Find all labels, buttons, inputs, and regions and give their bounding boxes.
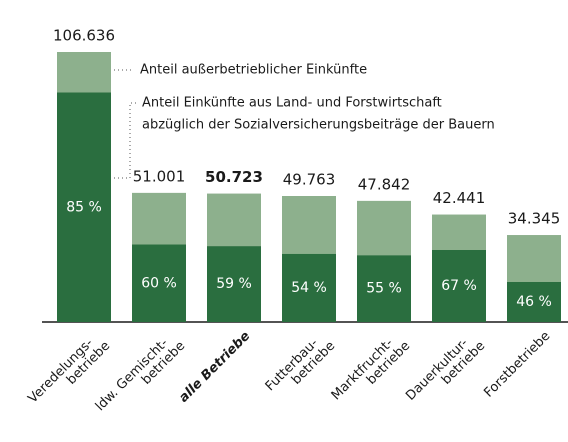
category-line: alle Betriebe bbox=[176, 329, 253, 406]
share-label: 54 % bbox=[291, 280, 327, 296]
bar-share bbox=[132, 244, 186, 322]
bar-share bbox=[432, 250, 486, 322]
bar-share bbox=[282, 253, 336, 322]
bar-share bbox=[507, 281, 561, 322]
total-label: 42.441 bbox=[433, 189, 486, 207]
bar-share bbox=[357, 255, 411, 322]
share-label: 85 % bbox=[66, 199, 102, 215]
category-label: alle Betriebe bbox=[176, 329, 253, 406]
share-label: 67 % bbox=[441, 278, 477, 294]
category-line: Forstbetriebe bbox=[481, 329, 553, 401]
legend-text: abzüglich der Sozialversicherungsbeiträg… bbox=[142, 118, 495, 133]
category-label: Forstbetriebe bbox=[481, 329, 553, 401]
share-label: 55 % bbox=[366, 281, 402, 297]
legend-text: Anteil Einkünfte aus Land- und Forstwirt… bbox=[142, 96, 442, 111]
share-label: 46 % bbox=[516, 294, 552, 310]
share-label: 60 % bbox=[141, 275, 177, 291]
total-label: 34.345 bbox=[508, 210, 561, 228]
category-label: Marktfrucht-betriebe bbox=[329, 336, 413, 404]
total-label: 51.001 bbox=[133, 167, 186, 185]
total-label: 106.636 bbox=[53, 27, 115, 45]
legend-connector bbox=[114, 102, 138, 179]
legend-text: Anteil außerbetrieblicher Einkünfte bbox=[140, 63, 367, 78]
share-label: 59 % bbox=[216, 276, 252, 292]
total-label: 50.723 bbox=[205, 168, 263, 186]
total-label: 49.763 bbox=[283, 171, 336, 189]
bar-share bbox=[57, 92, 111, 322]
bar-share bbox=[207, 246, 261, 322]
category-label: Dauerkultur-betriebe bbox=[403, 336, 488, 404]
category-label: Futterbau-betriebe bbox=[263, 336, 338, 395]
total-label: 47.842 bbox=[358, 175, 411, 193]
category-label: ldw. Gemischt-betriebe bbox=[93, 336, 188, 415]
